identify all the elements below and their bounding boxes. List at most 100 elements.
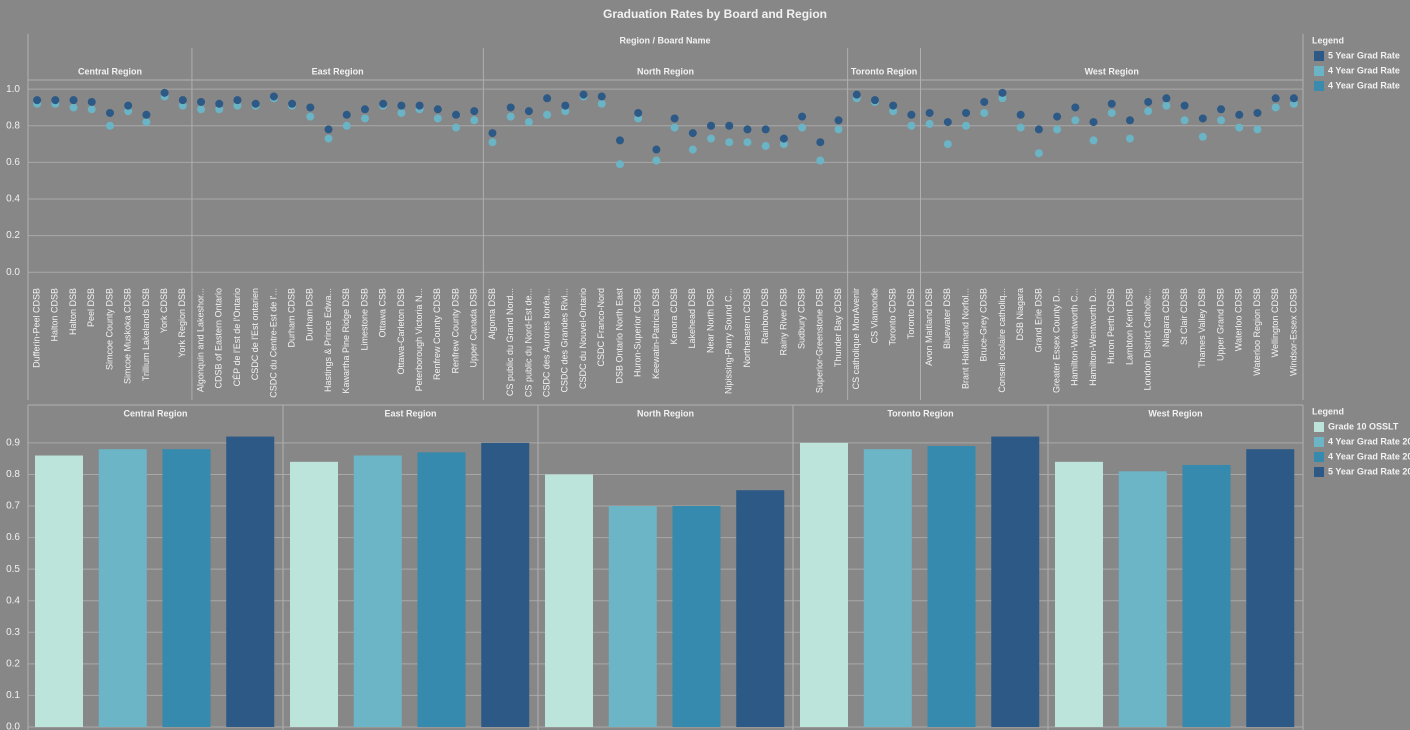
y-tick-label: 0.0 xyxy=(6,267,20,278)
legend-swatch xyxy=(1314,66,1324,76)
dot xyxy=(1253,108,1262,117)
dot xyxy=(1125,134,1134,143)
board-label: Waterloo CDSB xyxy=(1234,288,1244,351)
region-header: North Region xyxy=(637,408,694,418)
y-tick-label: 0.4 xyxy=(6,194,20,205)
bar xyxy=(800,442,848,727)
board-label: Sudbury CDSB xyxy=(796,288,806,349)
dot xyxy=(980,97,989,106)
dot xyxy=(397,101,406,110)
dot xyxy=(1016,123,1025,132)
region-header: Central Region xyxy=(123,408,187,418)
legend-swatch xyxy=(1314,81,1324,91)
board-label: Lakehead DSB xyxy=(687,288,697,349)
board-label: Thunder Bay CDSB xyxy=(833,288,843,367)
y-tick-label: 0.0 xyxy=(6,722,20,730)
board-label: Nipissing-Parry Sound C... xyxy=(724,288,734,394)
board-label: DSB Niagara xyxy=(1015,288,1025,341)
board-label: Keewatin-Patricia DSB xyxy=(651,288,661,379)
region-header: East Region xyxy=(384,408,436,418)
dot xyxy=(178,96,187,105)
region-header: East Region xyxy=(312,66,364,76)
board-label: Halton CDSB xyxy=(50,288,60,342)
dot xyxy=(980,108,989,117)
dot xyxy=(1089,136,1098,145)
dot xyxy=(452,110,461,119)
dot xyxy=(543,110,552,119)
dot xyxy=(1034,125,1043,134)
y-tick-label: 0.7 xyxy=(6,501,20,512)
dot xyxy=(105,108,114,117)
dot xyxy=(743,138,752,147)
dot xyxy=(725,121,734,130)
bar xyxy=(481,442,530,727)
board-label: CSDC Franco-Nord xyxy=(596,288,606,367)
board-label: Huron Perth CDSB xyxy=(1106,288,1116,364)
dot xyxy=(634,114,643,123)
dot xyxy=(433,114,442,123)
legend-swatch xyxy=(1314,437,1324,447)
dot xyxy=(379,99,388,108)
dot xyxy=(579,90,588,99)
dot xyxy=(1162,94,1171,103)
dot xyxy=(269,92,278,101)
y-tick-label: 0.6 xyxy=(6,532,20,543)
board-label: Rainbow DSB xyxy=(760,288,770,344)
dot xyxy=(488,138,497,147)
bar xyxy=(98,449,147,727)
board-label: Limestone DSB xyxy=(359,288,369,351)
y-tick-label: 0.5 xyxy=(6,564,20,575)
board-label: Durham CDSB xyxy=(286,288,296,348)
y-tick-label: 0.3 xyxy=(6,627,20,638)
region-header: Toronto Region xyxy=(851,66,917,76)
dot xyxy=(1180,116,1189,125)
y-tick-label: 0.8 xyxy=(6,469,20,480)
dot xyxy=(69,103,78,112)
board-label: CSDC de l'Est ontarien xyxy=(250,288,260,380)
dot xyxy=(233,96,242,105)
dot xyxy=(105,121,114,130)
board-label: Grand Erie DSB xyxy=(1033,288,1043,353)
legend-label: 4 Year Grad Rate xyxy=(1328,65,1400,75)
board-label: Renfrew County DSB xyxy=(450,288,460,374)
dot xyxy=(925,119,934,128)
y-tick-label: 1.0 xyxy=(6,84,20,95)
dot xyxy=(1180,101,1189,110)
dot xyxy=(342,121,351,130)
board-label: Dufferin-Peel CDSB xyxy=(31,288,41,368)
dot xyxy=(1053,112,1062,121)
region-header: North Region xyxy=(637,66,694,76)
bar xyxy=(545,474,593,727)
legend-swatch xyxy=(1314,422,1324,432)
dot xyxy=(233,101,242,110)
dot xyxy=(816,156,825,165)
board-label: Algonquin and Lakeshor... xyxy=(195,288,205,392)
region-header: West Region xyxy=(1085,66,1139,76)
region-header: West Region xyxy=(1148,408,1202,418)
bar xyxy=(672,506,721,727)
bar xyxy=(1182,464,1231,727)
board-label: Northeastern CDSB xyxy=(742,288,752,368)
dot xyxy=(707,121,716,130)
dot xyxy=(779,140,788,149)
dot xyxy=(524,107,533,116)
dot xyxy=(1107,108,1116,117)
board-label: Hastings & Prince Edwa... xyxy=(323,288,333,392)
dot xyxy=(142,110,151,119)
axis-header: Region / Board Name xyxy=(619,35,710,45)
board-label: Upper Canada DSB xyxy=(469,288,479,368)
dot xyxy=(1016,110,1025,119)
dot xyxy=(1217,105,1226,114)
dot xyxy=(1053,125,1062,134)
dot xyxy=(852,90,861,99)
dot xyxy=(1125,116,1134,125)
dot xyxy=(870,96,879,105)
dot xyxy=(1144,107,1153,116)
dot xyxy=(889,101,898,110)
bar xyxy=(162,449,211,727)
bar xyxy=(991,436,1040,727)
region-header: Toronto Region xyxy=(887,408,953,418)
y-tick-label: 0.4 xyxy=(6,595,20,606)
dot xyxy=(615,136,624,145)
board-label: Toronto CDSB xyxy=(888,288,898,346)
